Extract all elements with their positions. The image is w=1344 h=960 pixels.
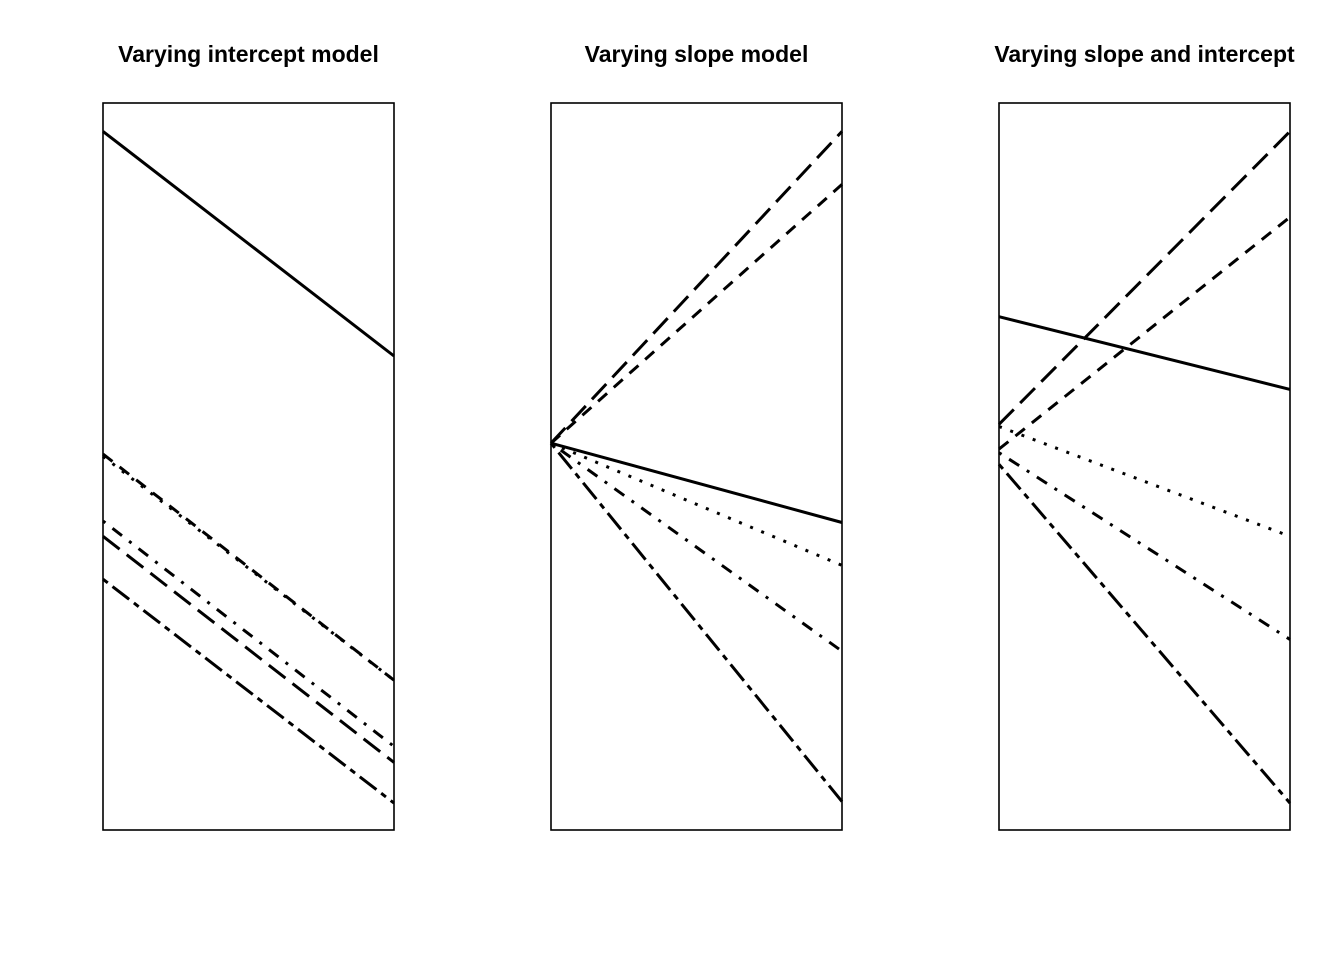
- panel-varying-slope-and-intercept: Varying slope and intercept: [994, 41, 1295, 831]
- plot-frame: [550, 102, 843, 831]
- series-line-solid: [998, 315, 1291, 391]
- panel-varying-intercept: Varying intercept model: [102, 41, 395, 831]
- series-line-twodash: [997, 463, 1292, 805]
- series-line-solid: [550, 441, 843, 524]
- panel-title: Varying intercept model: [118, 41, 379, 67]
- plot-frame: [102, 102, 395, 831]
- series-line-twodash: [102, 578, 395, 805]
- series-layer: [102, 130, 395, 805]
- panel-title: Varying slope and intercept: [994, 41, 1295, 67]
- series-line-dotdash: [102, 519, 395, 748]
- series-line-dotted: [102, 455, 395, 682]
- panel-varying-slope: Varying slope model: [549, 41, 844, 831]
- series-line-longdash: [997, 130, 1292, 426]
- series-line-dotdash: [550, 441, 843, 653]
- series-layer: [549, 130, 844, 803]
- series-layer: [997, 130, 1292, 805]
- series-line-longdash: [102, 535, 395, 764]
- series-line-dotted: [550, 441, 843, 567]
- series-line-solid: [102, 130, 395, 358]
- series-line-dashed: [550, 183, 843, 445]
- panel-title: Varying slope model: [585, 41, 809, 67]
- series-line-longdash: [549, 130, 844, 445]
